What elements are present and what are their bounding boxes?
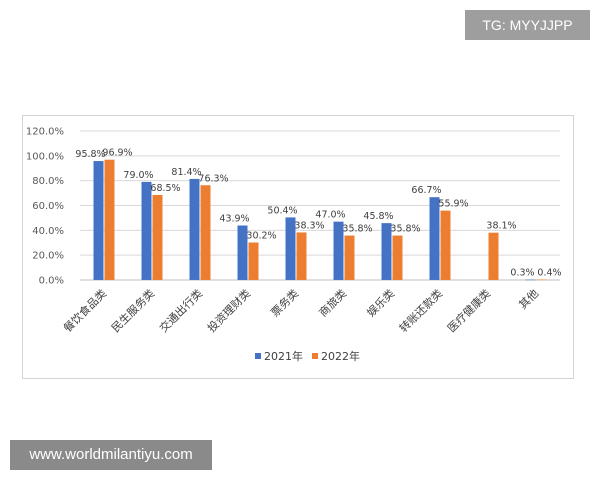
data-label: 30.2% bbox=[246, 231, 276, 242]
bar bbox=[93, 161, 104, 280]
bar bbox=[392, 235, 403, 280]
y-tick-label: 100.0% bbox=[26, 151, 64, 162]
bar bbox=[152, 194, 163, 280]
bar bbox=[189, 178, 200, 280]
data-label: 0.4% bbox=[537, 268, 561, 279]
category-label: 医疗健康类 bbox=[444, 286, 493, 335]
data-label: 45.8% bbox=[363, 211, 393, 222]
bar bbox=[440, 210, 451, 280]
bar bbox=[237, 225, 248, 280]
data-label: 0.3% bbox=[510, 268, 534, 279]
legend-label: 2022年 bbox=[321, 349, 360, 363]
y-tick-label: 60.0% bbox=[32, 201, 64, 212]
category-label: 民生服务类 bbox=[108, 286, 157, 335]
data-label: 35.8% bbox=[342, 224, 372, 235]
data-label: 38.3% bbox=[294, 220, 324, 231]
category-label: 餐饮食品类 bbox=[60, 286, 109, 335]
category-label: 投资理财类 bbox=[204, 286, 253, 335]
y-tick-label: 120.0% bbox=[26, 127, 64, 138]
bar bbox=[525, 279, 536, 281]
data-label: 66.7% bbox=[411, 185, 441, 196]
data-label: 79.0% bbox=[123, 170, 153, 181]
data-label: 35.8% bbox=[390, 224, 420, 235]
y-tick-label: 20.0% bbox=[32, 251, 64, 262]
bar bbox=[429, 197, 440, 280]
data-label: 43.9% bbox=[219, 213, 249, 224]
legend-swatch bbox=[312, 353, 318, 359]
bar bbox=[333, 221, 344, 280]
data-label: 50.4% bbox=[267, 205, 297, 216]
bar bbox=[381, 223, 392, 280]
watermark-top: TG: MYYJJPP bbox=[465, 10, 590, 40]
data-label: 81.4% bbox=[171, 167, 201, 178]
data-label: 38.1% bbox=[486, 221, 516, 232]
bar bbox=[296, 232, 307, 280]
legend-label: 2021年 bbox=[264, 349, 303, 363]
category-label: 转账还款类 bbox=[396, 286, 445, 335]
legend-swatch bbox=[255, 353, 261, 359]
data-label: 76.3% bbox=[198, 173, 228, 184]
bar bbox=[285, 217, 296, 280]
bar bbox=[344, 235, 355, 280]
watermark-bottom: www.worldmilantiyu.com bbox=[10, 440, 212, 470]
data-label: 95.8% bbox=[75, 149, 105, 160]
bar bbox=[104, 159, 115, 280]
category-label: 交通出行类 bbox=[156, 286, 205, 335]
bar bbox=[141, 181, 152, 280]
bar bbox=[248, 242, 259, 280]
bar bbox=[536, 279, 547, 281]
category-label: 商旅类 bbox=[316, 286, 349, 319]
data-label: 68.5% bbox=[150, 183, 180, 194]
data-label: 96.9% bbox=[102, 148, 132, 159]
category-label: 票务类 bbox=[268, 286, 301, 319]
data-label: 47.0% bbox=[315, 210, 345, 221]
y-tick-label: 80.0% bbox=[32, 176, 64, 187]
category-label: 娱乐类 bbox=[364, 286, 397, 319]
bar bbox=[488, 232, 499, 280]
y-tick-label: 0.0% bbox=[39, 276, 64, 287]
y-tick-label: 40.0% bbox=[32, 226, 64, 237]
category-label: 其他 bbox=[516, 287, 541, 312]
bar bbox=[200, 185, 211, 280]
data-label: 55.9% bbox=[438, 199, 468, 210]
